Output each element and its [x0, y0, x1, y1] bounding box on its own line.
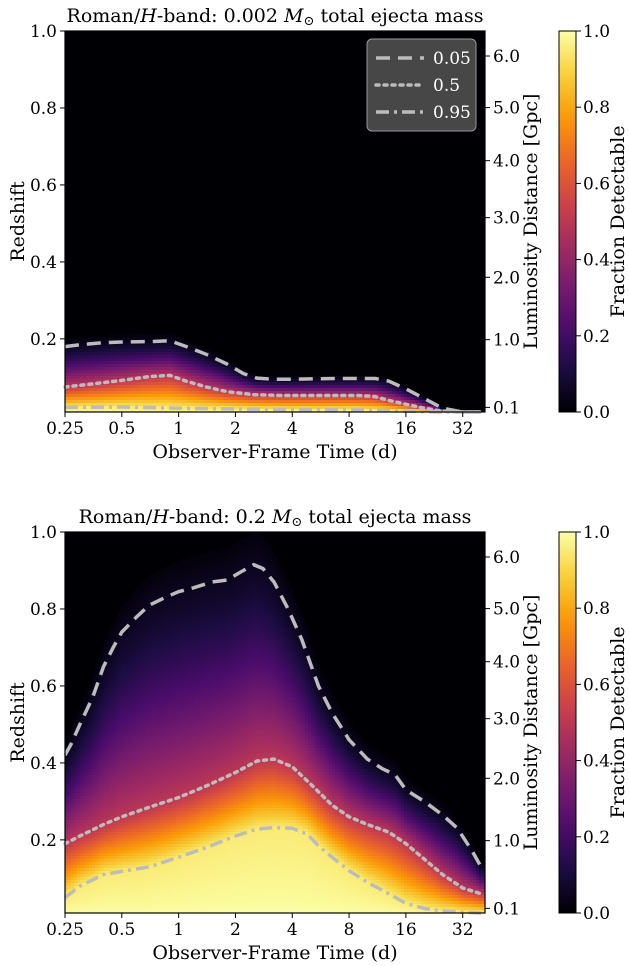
x-tick-label: 4 [287, 920, 298, 940]
colorbar-tick-label: 1.0 [583, 523, 610, 543]
legend-label: 0.95 [433, 103, 471, 123]
y-axis-label: Redshift [7, 682, 29, 763]
y2-tick-label: 0.1 [493, 398, 520, 418]
y-tick-label: 0.8 [30, 99, 57, 119]
y-tick-label: 0.4 [30, 253, 57, 273]
colorbar-tick-label: 0.6 [583, 174, 610, 194]
colorbar-tick-label: 0.0 [583, 403, 610, 423]
colorbar-tick-label: 0.0 [583, 904, 610, 924]
y2-axis-label: Luminosity Distance [Gpc] [520, 94, 542, 350]
y2-tick-label: 4.0 [493, 152, 520, 172]
legend-label: 0.05 [433, 49, 471, 69]
colorbar-tick-label: 0.4 [583, 752, 610, 772]
chart-title: Roman/H-band: 0.2 M⊙ total ejecta mass [79, 506, 472, 530]
y2-tick-label: 5.0 [493, 600, 520, 620]
x-tick-label: 0.25 [46, 920, 84, 940]
x-tick-label: 0.5 [108, 419, 135, 439]
x-tick-label: 0.25 [46, 419, 84, 439]
x-tick-label: 32 [452, 920, 474, 940]
x-tick-label: 0.5 [108, 920, 135, 940]
y2-tick-label: 6.0 [493, 548, 520, 568]
y2-tick-label: 5.0 [493, 99, 520, 119]
y2-tick-label: 2.0 [493, 769, 520, 789]
y-tick-label: 1.0 [30, 22, 57, 42]
y-axis-label: Redshift [7, 181, 29, 262]
x-axis-label: Observer-Frame Time (d) [152, 942, 397, 964]
x-tick-label: 2 [230, 419, 241, 439]
colorbar-tick-label: 1.0 [583, 22, 610, 42]
colorbar-tick-label: 0.2 [583, 828, 610, 848]
y2-tick-label: 6.0 [493, 47, 520, 67]
x-tick-label: 8 [344, 920, 355, 940]
colorbar-tick-label: 0.8 [583, 599, 610, 619]
y-tick-label: 0.4 [30, 754, 57, 774]
y2-tick-label: 3.0 [493, 710, 520, 730]
colorbar [559, 31, 576, 412]
y-tick-label: 0.2 [30, 831, 57, 851]
x-tick-label: 16 [395, 419, 417, 439]
colorbar-label: Fraction Detectable [607, 125, 629, 317]
y2-tick-label: 2.0 [493, 268, 520, 288]
x-tick-label: 4 [287, 419, 298, 439]
y2-tick-label: 1.0 [493, 331, 520, 351]
legend: 0.05 0.5 0.95 [367, 39, 476, 131]
y2-axis-label: Luminosity Distance [Gpc] [520, 595, 542, 851]
x-tick-label: 16 [395, 920, 417, 940]
x-tick-label: 32 [452, 419, 474, 439]
colorbar-tick-label: 0.2 [583, 327, 610, 347]
chart-title: Roman/H-band: 0.002 M⊙ total ejecta mass [67, 5, 484, 29]
y-tick-label: 0.6 [30, 176, 57, 196]
colorbar-tick-label: 0.6 [583, 675, 610, 695]
x-tick-label: 1 [173, 419, 184, 439]
y-tick-label: 1.0 [30, 523, 57, 543]
panel-1: Roman/H-band: 0.002 M⊙ total ejecta mass… [7, 5, 629, 463]
y2-tick-label: 4.0 [493, 653, 520, 673]
legend-label: 0.5 [433, 76, 460, 96]
y2-tick-label: 0.1 [493, 899, 520, 919]
y-tick-label: 0.8 [30, 600, 57, 620]
x-axis-label: Observer-Frame Time (d) [152, 441, 397, 463]
y2-tick-label: 3.0 [493, 209, 520, 229]
colorbar [559, 532, 576, 913]
colorbar-label: Fraction Detectable [607, 626, 629, 818]
x-tick-label: 8 [344, 419, 355, 439]
y2-tick-label: 1.0 [493, 832, 520, 852]
colorbar-tick-label: 0.4 [583, 251, 610, 271]
x-tick-label: 2 [230, 920, 241, 940]
y-tick-label: 0.2 [30, 330, 57, 350]
panel-2: Roman/H-band: 0.2 M⊙ total ejecta mass 0.… [7, 506, 629, 964]
colorbar-tick-label: 0.8 [583, 98, 610, 118]
x-tick-label: 1 [173, 920, 184, 940]
y-tick-label: 0.6 [30, 677, 57, 697]
